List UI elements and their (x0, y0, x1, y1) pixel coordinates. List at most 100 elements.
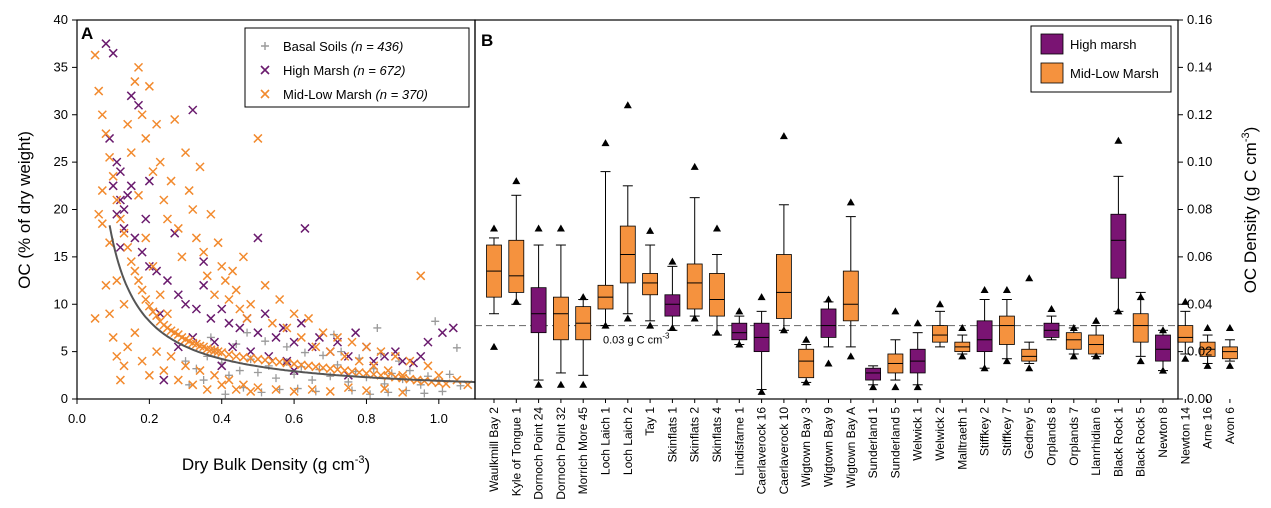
point-high-marsh-38 (314, 332, 324, 342)
point-high-marsh-9 (123, 190, 133, 200)
box-newton-14 (1177, 297, 1194, 362)
y-tick-label: 0.04 (1187, 296, 1212, 311)
point-basal-soils-28 (445, 370, 454, 379)
point-basal-soils-36 (337, 347, 346, 356)
site-label: Llanrhidian 6 (1089, 407, 1103, 476)
iqr-box (508, 239, 525, 293)
y-tick-label: 20 (54, 202, 68, 217)
outlier-marker (1114, 307, 1123, 315)
point-mid-low-marsh-127 (376, 347, 386, 357)
point-high-marsh-15 (144, 261, 154, 271)
point-high-marsh-0 (101, 39, 111, 49)
iqr-box (1155, 334, 1171, 362)
site-label: Black Rock 5 (1134, 407, 1148, 477)
point-mid-low-marsh-79 (137, 110, 147, 120)
outlier-marker (556, 380, 565, 388)
point-mid-low-marsh-5 (108, 171, 118, 181)
point-mid-low-marsh-39 (246, 353, 256, 363)
point-high-marsh-22 (181, 299, 191, 309)
point-basal-soils-15 (326, 372, 335, 381)
point-mid-low-marsh-167 (112, 276, 122, 286)
point-mid-low-marsh-125 (361, 342, 371, 352)
outlier-marker (713, 328, 721, 336)
point-high-marsh-53 (209, 337, 220, 347)
iqr-box (1222, 346, 1238, 360)
outlier-marker (869, 383, 878, 391)
iqr-box (709, 273, 725, 317)
outlier-marker (490, 342, 498, 350)
box-morrich-more-45 (575, 293, 592, 388)
point-high-marsh-3 (112, 157, 122, 167)
site-label: Avon 6 (1223, 407, 1237, 444)
outlier-marker (1002, 357, 1011, 365)
box-loch-laich-2 (619, 101, 636, 322)
legend-label: Mid-Low Marsh (1070, 66, 1159, 81)
point-mid-low-marsh-82 (148, 167, 158, 177)
point-mid-low-marsh-7 (115, 214, 125, 224)
site-label: Arne 16 (1201, 407, 1215, 449)
point-mid-low-marsh-40 (253, 354, 263, 364)
outlier-marker (1181, 297, 1190, 305)
point-mid-low-marsh-103 (224, 294, 234, 305)
point-high-marsh-6 (115, 195, 125, 205)
point-mid-low-marsh-43 (275, 357, 285, 367)
box-wigtown-bay-9 (820, 295, 837, 367)
point-high-marsh-36 (300, 223, 310, 233)
point-mid-low-marsh-101 (217, 261, 227, 271)
point-basal-soils-13 (308, 376, 317, 385)
legend-marker (260, 65, 270, 75)
panel-a-legend: Basal Soils (n = 436) High Marsh (n = 672… (244, 27, 470, 108)
point-mid-low-marsh-126 (369, 361, 379, 371)
panel-a-x-label: Dry Bulk Density (g cm-3) (182, 454, 370, 474)
point-mid-low-marsh-111 (260, 280, 270, 290)
outlier-marker (1025, 364, 1034, 372)
point-high-marsh-63 (159, 375, 169, 385)
point-high-marsh-12 (130, 233, 140, 243)
outlier-marker (646, 321, 655, 329)
legend-entry-high-marsh: High marsh (1040, 33, 1136, 55)
point-mid-low-marsh-93 (188, 204, 198, 215)
point-mid-low-marsh-52 (340, 366, 350, 376)
point-mid-low-marsh-168 (119, 299, 129, 309)
x-tick-label: 0.6 (285, 411, 303, 426)
point-high-marsh-45 (380, 351, 390, 361)
outlier-marker (779, 132, 788, 140)
outlier-marker (690, 162, 699, 170)
box-wigtown-bay-3 (798, 335, 815, 386)
legend-label: Basal Soils (n = 436) (283, 39, 403, 54)
point-mid-low-marsh-147 (195, 366, 205, 376)
point-mid-low-marsh-4 (105, 152, 115, 162)
iqr-box (999, 315, 1015, 345)
point-mid-low-marsh-92 (184, 186, 194, 196)
box-skinflats-2 (686, 162, 703, 322)
point-mid-low-marsh-78 (133, 62, 144, 72)
point-mid-low-marsh-117 (304, 313, 314, 323)
point-mid-low-marsh-64 (427, 377, 437, 387)
point-mid-low-marsh-146 (188, 380, 198, 390)
site-label: Kyle of Tongue 1 (509, 407, 523, 497)
site-label: Sunderland 5 (888, 407, 902, 479)
box-sunderland-1 (865, 365, 881, 391)
iqr-box (642, 273, 658, 296)
site-label: Black Rock 1 (1111, 407, 1125, 477)
point-high-marsh-20 (162, 276, 172, 286)
point-high-marsh-2 (105, 133, 115, 143)
point-high-marsh-27 (224, 318, 234, 328)
point-basal-soils-5 (235, 366, 244, 375)
outlier-marker (846, 198, 855, 206)
iqr-box (865, 367, 881, 381)
outlier-marker (1114, 136, 1123, 144)
fit-curve (108, 225, 476, 384)
site-label: Newton 14 (1178, 407, 1192, 465)
outlier-marker (824, 295, 833, 303)
legend-label: High Marsh (n = 672) (283, 63, 405, 78)
y-tick-label: 10 (54, 296, 68, 311)
outlier-marker (980, 364, 989, 372)
point-mid-low-marsh-122 (340, 351, 350, 361)
outlier-marker (735, 307, 744, 315)
point-mid-low-marsh-98 (206, 209, 216, 219)
point-high-marsh-1 (108, 48, 118, 58)
point-mid-low-marsh-97 (202, 271, 212, 281)
iqr-box (530, 287, 547, 334)
site-label: Skinflats 1 (665, 407, 679, 463)
